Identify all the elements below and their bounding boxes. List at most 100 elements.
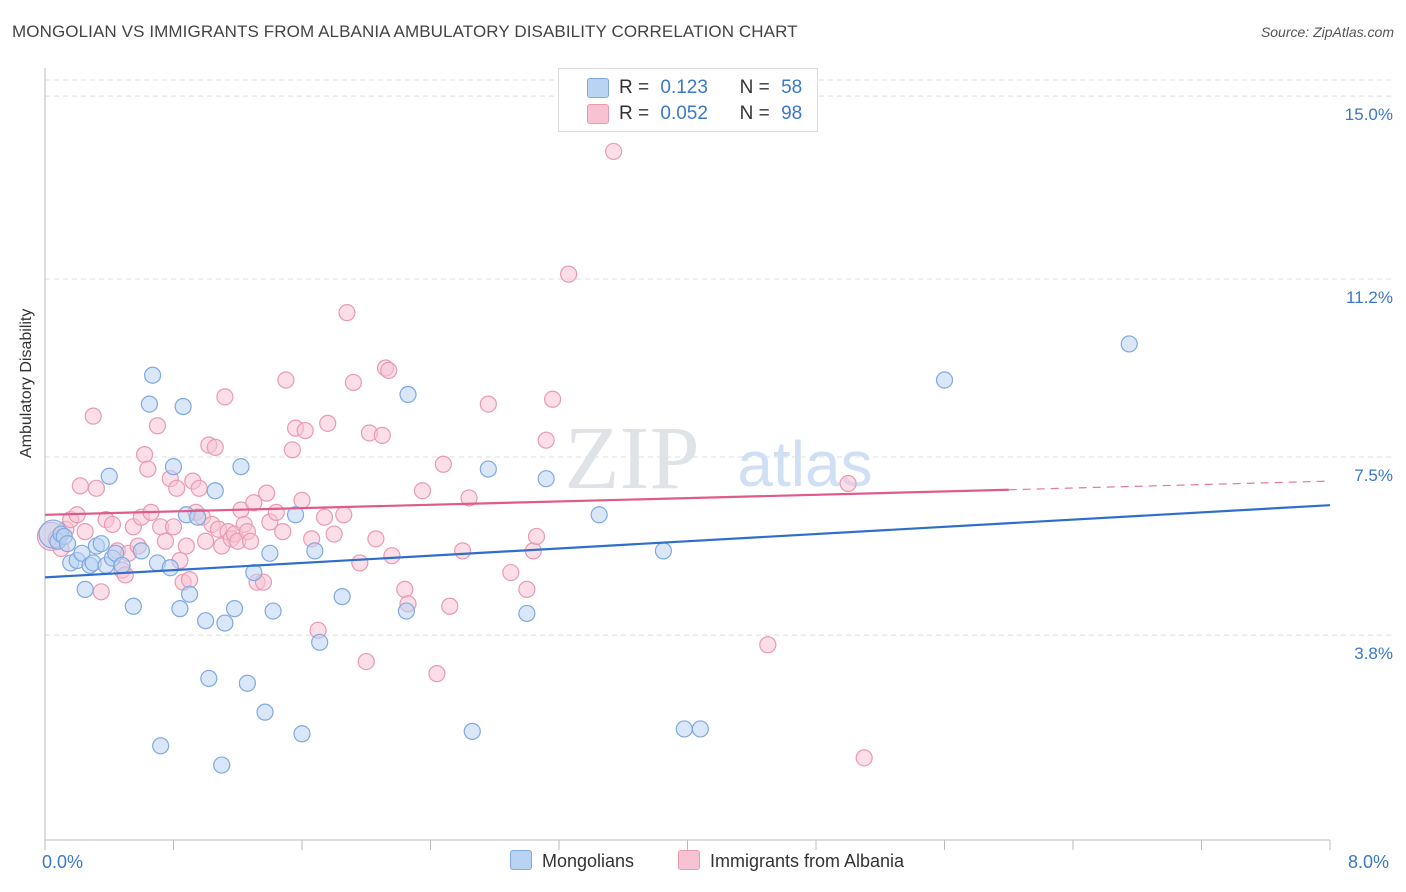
mongolian-point xyxy=(264,602,282,620)
r-label: R = xyxy=(619,77,650,98)
albania-point xyxy=(283,441,301,459)
albania-point xyxy=(84,407,102,425)
mongolian-point xyxy=(397,602,416,620)
n-value-albania: 98 xyxy=(781,103,803,124)
legend-swatch-pink xyxy=(678,850,700,870)
r-label: R = xyxy=(619,103,650,124)
albania-point xyxy=(190,479,208,497)
albania-point xyxy=(197,532,215,550)
y-axis-label: Ambulatory Disability xyxy=(18,308,35,458)
mongolian-point xyxy=(399,385,417,404)
albania-point xyxy=(315,508,334,526)
albania-point xyxy=(454,542,472,560)
albania-point xyxy=(605,142,623,161)
mongolian-point xyxy=(311,633,329,651)
mongolian-point xyxy=(174,397,192,416)
mongolian-point xyxy=(238,674,256,692)
mongolian-point xyxy=(92,535,110,553)
watermark-zip: ZIP xyxy=(565,409,700,508)
legend-swatch-blue xyxy=(510,850,532,870)
correlation-legend: R = 0.123 N = 58 R = 0.052 N = 98 xyxy=(558,68,818,132)
mongolian-point xyxy=(479,460,497,478)
mongolian-point xyxy=(691,720,709,738)
albania-point xyxy=(527,527,546,546)
mongolian-point xyxy=(590,506,608,524)
albania-point xyxy=(855,749,873,767)
mongolian-point xyxy=(152,737,170,755)
x-tick-min: 0.0% xyxy=(42,852,84,872)
mongolian-point xyxy=(180,585,199,603)
gridlines xyxy=(45,79,1392,636)
y-tick-label: 15.0% xyxy=(1345,105,1393,124)
y-tick-labels: 3.8% 7.5% 11.2% 15.0% xyxy=(1345,105,1393,663)
y-tick-label: 7.5% xyxy=(1354,466,1393,485)
albania-point xyxy=(274,523,292,541)
legend-label-mongolians: Mongolians xyxy=(542,851,635,871)
albania-point xyxy=(103,515,122,534)
albania-point xyxy=(335,506,353,524)
albania-point xyxy=(338,304,356,322)
albania-point xyxy=(396,580,414,598)
mongolian-point xyxy=(306,542,324,560)
legend-swatch-pink xyxy=(587,104,609,124)
mongolian-point xyxy=(286,506,305,524)
albania-point xyxy=(177,537,195,555)
albania-point xyxy=(296,421,314,440)
albania-point xyxy=(87,479,106,497)
albania-point xyxy=(518,580,536,598)
n-label: N = xyxy=(739,77,770,98)
mongolian-point xyxy=(124,597,142,615)
mongolian-point xyxy=(171,600,189,618)
y-tick-label: 11.2% xyxy=(1346,288,1393,307)
albania-point xyxy=(164,518,183,536)
albania-point xyxy=(277,371,295,389)
mongolian-point xyxy=(537,470,555,488)
mongolian-point xyxy=(935,371,954,389)
mongolian-point xyxy=(518,604,536,623)
mongolian-point xyxy=(144,366,162,384)
albania-point xyxy=(206,438,224,457)
trend-line-albania-extension xyxy=(1008,480,1331,491)
legend-text: R = 0.123 N = 58 xyxy=(619,77,802,99)
trend-lines xyxy=(44,480,1331,579)
legend-text: R = 0.052 N = 98 xyxy=(619,103,802,125)
legend-item-mongolians: Mongolians xyxy=(510,850,634,872)
albania-point xyxy=(357,652,375,671)
albania-point xyxy=(267,503,285,521)
albania-point xyxy=(135,446,154,464)
mongolian-point xyxy=(140,395,159,413)
mongolian-point xyxy=(216,614,234,632)
albania-point xyxy=(156,532,175,550)
axes xyxy=(44,68,1331,850)
source-note: Source: ZipAtlas.com xyxy=(1260,24,1394,40)
r-value-mongolians: 0.123 xyxy=(660,77,708,98)
albania-point xyxy=(168,479,186,497)
mongolian-point xyxy=(100,467,118,485)
albania-point xyxy=(325,525,343,543)
x-tick-max: 8.0% xyxy=(1348,852,1390,872)
albania-point xyxy=(319,414,337,432)
mongolian-point xyxy=(197,612,215,630)
mongolian-point xyxy=(161,559,179,577)
albania-point xyxy=(380,361,398,379)
mongolian-point xyxy=(333,588,351,606)
mongolian-point xyxy=(206,482,224,500)
r-value-albania: 0.052 xyxy=(660,103,708,124)
trend-line-albania xyxy=(44,488,1009,516)
albania-point xyxy=(537,431,555,449)
legend-label-albania: Immigrants from Albania xyxy=(710,851,905,871)
albania-point xyxy=(560,265,578,283)
legend-swatch-blue xyxy=(587,78,609,98)
albania-point xyxy=(216,388,234,406)
albania-point xyxy=(373,426,391,444)
albania-point xyxy=(367,530,385,548)
mongolian-point xyxy=(164,458,183,476)
albania-point xyxy=(148,417,167,435)
albania-point xyxy=(293,491,311,509)
n-label: N = xyxy=(739,103,770,124)
mongolian-point xyxy=(213,756,231,774)
albania-point xyxy=(139,460,157,478)
mongolian-point xyxy=(675,720,693,738)
albania-point xyxy=(441,597,459,615)
